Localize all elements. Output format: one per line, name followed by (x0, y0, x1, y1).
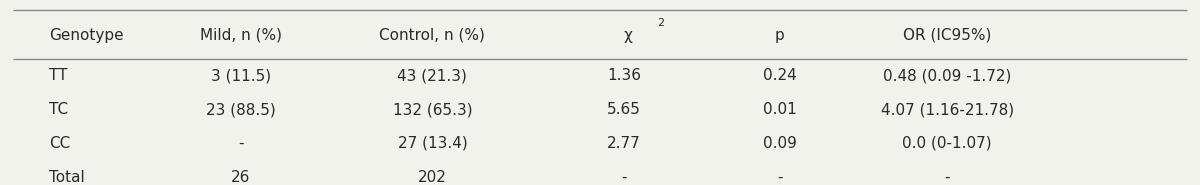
Text: 23 (88.5): 23 (88.5) (206, 102, 276, 117)
Text: p: p (775, 28, 785, 43)
Text: -: - (776, 170, 782, 185)
Text: Control, n (%): Control, n (%) (379, 28, 485, 43)
Text: OR (IC95%): OR (IC95%) (904, 28, 991, 43)
Text: 3 (11.5): 3 (11.5) (211, 68, 271, 83)
Text: Mild, n (%): Mild, n (%) (200, 28, 282, 43)
Text: Total: Total (49, 170, 85, 185)
Text: 2: 2 (658, 18, 665, 28)
Text: 26: 26 (232, 170, 251, 185)
Text: 0.01: 0.01 (763, 102, 797, 117)
Text: -: - (944, 170, 950, 185)
Text: 43 (21.3): 43 (21.3) (397, 68, 467, 83)
Text: 2.77: 2.77 (607, 136, 641, 151)
Text: 0.09: 0.09 (763, 136, 797, 151)
Text: 5.65: 5.65 (607, 102, 641, 117)
Text: 0.48 (0.09 -1.72): 0.48 (0.09 -1.72) (883, 68, 1012, 83)
Text: TT: TT (49, 68, 67, 83)
Text: -: - (238, 136, 244, 151)
Text: 27 (13.4): 27 (13.4) (397, 136, 467, 151)
Text: 132 (65.3): 132 (65.3) (392, 102, 473, 117)
Text: -: - (622, 170, 626, 185)
Text: 0.0 (0-1.07): 0.0 (0-1.07) (902, 136, 992, 151)
Text: Genotype: Genotype (49, 28, 124, 43)
Text: χ: χ (624, 28, 637, 43)
Text: 202: 202 (418, 170, 446, 185)
Text: TC: TC (49, 102, 68, 117)
Text: CC: CC (49, 136, 71, 151)
Text: 1.36: 1.36 (607, 68, 641, 83)
Text: 4.07 (1.16-21.78): 4.07 (1.16-21.78) (881, 102, 1014, 117)
Text: 0.24: 0.24 (763, 68, 797, 83)
